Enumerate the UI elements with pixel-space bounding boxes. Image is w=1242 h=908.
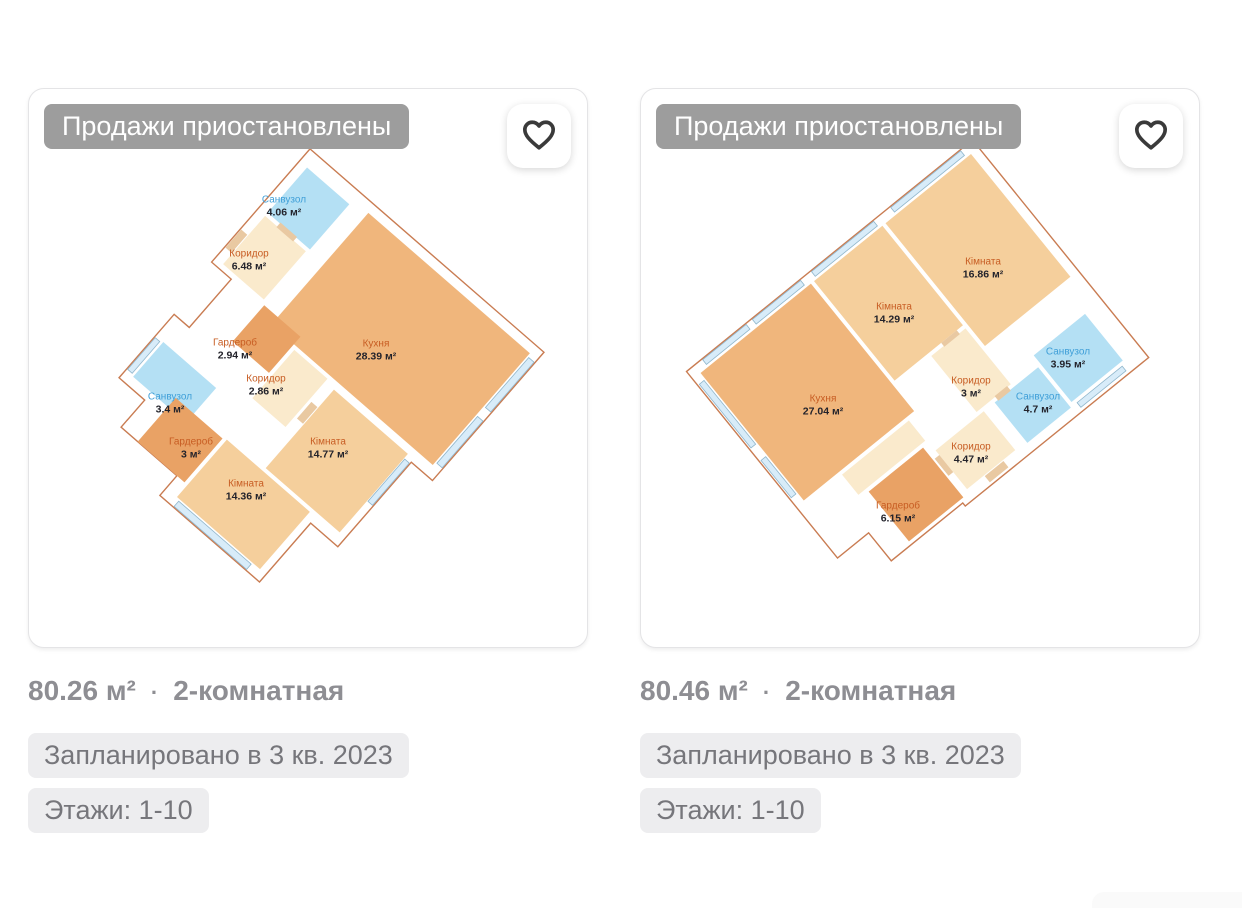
room-shape-corridor — [252, 349, 328, 428]
listing-card[interactable]: Продажи приостановлены — [28, 88, 588, 648]
tag-floors: Этажи: 1-10 — [28, 788, 209, 833]
window-strip — [698, 379, 757, 449]
tag-list: Запланировано в 3 кв. 2023 Этажи: 1-10 — [640, 733, 1200, 833]
room-shape-kitchen — [271, 212, 530, 465]
room-shape-corridor — [842, 420, 926, 495]
floor-plan — [118, 147, 545, 583]
status-badge: Продажи приостановлены — [44, 104, 410, 149]
window-strip — [484, 357, 535, 413]
door-marker — [296, 401, 318, 424]
plan-outline — [685, 138, 1150, 562]
room-shape-wardrobe — [137, 397, 223, 483]
window-strip — [367, 458, 410, 506]
room-shape-wardrobe — [868, 447, 964, 542]
door-marker — [276, 222, 298, 242]
door-marker — [941, 330, 960, 347]
dot-separator: · — [150, 680, 159, 705]
room-shape-wardrobe — [232, 305, 301, 373]
rooms-count: 2-комнатная — [173, 675, 345, 706]
dot-separator: · — [762, 680, 771, 705]
window-strip — [702, 323, 751, 365]
room-shape-bathroom — [994, 367, 1071, 443]
room-shape-corridor — [223, 215, 306, 300]
listing-column-2: Продажи приостановлены — [640, 88, 1200, 843]
floor-plan — [685, 138, 1150, 562]
rooms-count: 2-комнатная — [785, 675, 957, 706]
window-strip — [751, 279, 805, 325]
favorite-button[interactable] — [1119, 104, 1183, 168]
room-shape-livingroom — [265, 389, 408, 533]
door-marker — [984, 461, 1009, 483]
room-shape-livingroom — [814, 225, 963, 381]
window-strip — [760, 456, 797, 499]
listing-title: 80.26 м² · 2-комнатная — [28, 675, 588, 707]
door-marker — [934, 454, 954, 476]
window-strip — [436, 415, 484, 469]
status-badge: Продажи приостановлены — [656, 104, 1022, 149]
room-shape-livingroom — [885, 154, 1071, 347]
window-strip — [173, 500, 252, 570]
room-shape-kitchen — [700, 283, 915, 501]
listing-column-1: Продажи приостановлены — [28, 88, 588, 843]
door-marker — [225, 229, 248, 253]
tag-planned: Запланировано в 3 кв. 2023 — [28, 733, 409, 778]
tag-planned: Запланировано в 3 кв. 2023 — [640, 733, 1021, 778]
area-value: 80.26 м² — [28, 675, 136, 706]
window-strip — [810, 220, 878, 277]
room-shape-bathroom — [1033, 313, 1123, 403]
heart-icon — [1134, 119, 1168, 154]
corner-widget — [1092, 892, 1242, 908]
door-marker — [994, 386, 1011, 401]
tag-floors: Этажи: 1-10 — [640, 788, 821, 833]
area-value: 80.46 м² — [640, 675, 748, 706]
favorite-button[interactable] — [507, 104, 571, 168]
listing-card[interactable]: Продажи приостановлены — [640, 88, 1200, 648]
room-shape-corridor — [935, 411, 1016, 490]
room-shape-bathroom — [133, 342, 217, 423]
tag-list: Запланировано в 3 кв. 2023 Этажи: 1-10 — [28, 733, 588, 833]
window-strip — [127, 337, 161, 374]
window-strip — [1076, 365, 1127, 408]
listing-title: 80.46 м² · 2-комнатная — [640, 675, 1200, 707]
room-shape-corridor — [931, 328, 1011, 412]
room-shape-bathroom — [267, 167, 350, 250]
room-shape-livingroom — [176, 439, 310, 570]
heart-icon — [522, 119, 556, 154]
window-strip — [890, 150, 966, 213]
